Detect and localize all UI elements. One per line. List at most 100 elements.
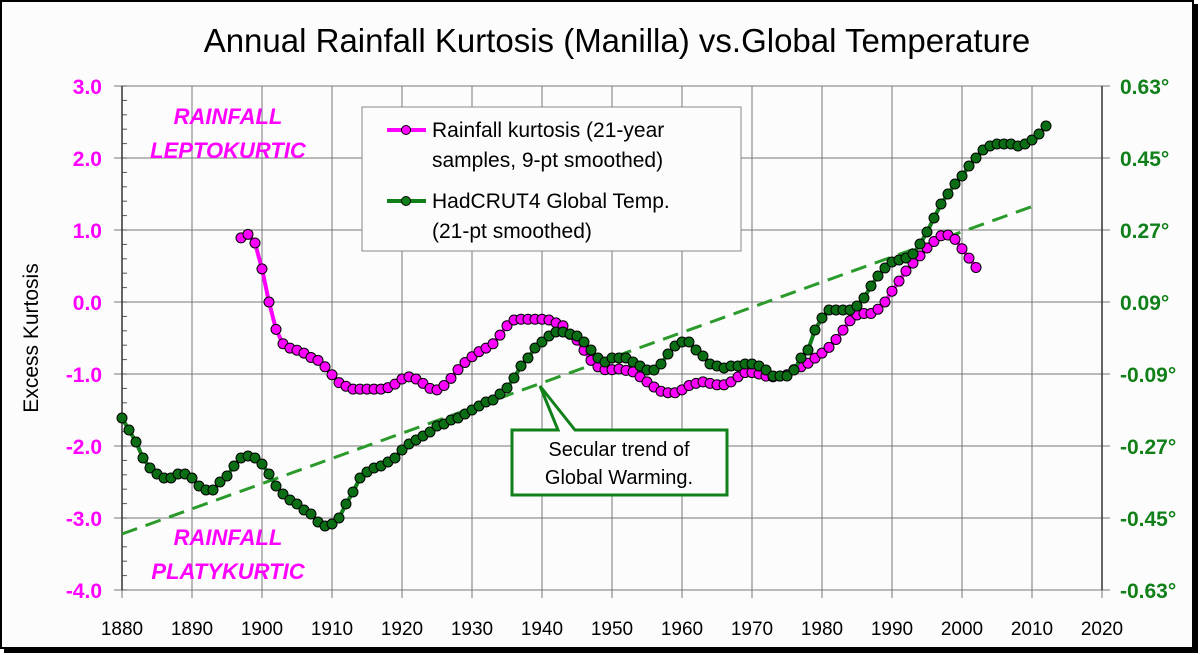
temperature-point xyxy=(683,336,695,348)
temperature-point xyxy=(963,160,975,172)
temperature-point xyxy=(970,152,982,164)
kurtosis-point xyxy=(312,354,324,366)
kurtosis-point xyxy=(886,285,898,297)
temperature-point xyxy=(529,342,541,354)
temperature-point xyxy=(809,324,821,336)
kurtosis-point xyxy=(270,323,282,335)
temperature-point xyxy=(907,248,919,260)
y-tick-label: 3.0 xyxy=(73,76,102,99)
y-tick-label: -4.0 xyxy=(66,580,102,603)
temperature-point xyxy=(781,370,793,382)
temperature-point xyxy=(851,300,863,312)
legend-temp-marker xyxy=(401,196,411,206)
temperature-point xyxy=(333,512,345,524)
temperature-point xyxy=(879,262,891,274)
temperature-point xyxy=(585,344,597,356)
x-tick-label: 1900 xyxy=(241,619,283,640)
temperature-point xyxy=(788,364,800,376)
temperature-point xyxy=(214,476,226,488)
y-tick-label: 0.0 xyxy=(73,292,102,315)
y2-tick-label: -0.63° xyxy=(1120,580,1176,603)
temperature-point xyxy=(116,412,128,424)
temperature-point xyxy=(221,470,233,482)
y-tick-label: -2.0 xyxy=(66,436,102,459)
trend-line xyxy=(121,202,1040,536)
x-tick-label: 1980 xyxy=(801,619,843,640)
kurtosis-point xyxy=(823,341,835,353)
x-tick-label: 2020 xyxy=(1081,619,1123,640)
temperature-point xyxy=(256,458,268,470)
temperature-point xyxy=(935,198,947,210)
temperature-point xyxy=(207,484,219,496)
legend-temp-label-2: (21-pt smoothed) xyxy=(432,220,592,243)
temperature-point xyxy=(340,498,352,510)
temperature-point xyxy=(1033,128,1045,140)
temperature-point xyxy=(648,364,660,376)
kurtosis-point xyxy=(326,369,338,381)
callout-box xyxy=(510,385,729,497)
x-tick-label: 1890 xyxy=(171,619,213,640)
kurtosis-point xyxy=(501,320,513,332)
temperature-point xyxy=(571,330,583,342)
y2-tick-label: 0.63° xyxy=(1120,76,1169,99)
x-tick-label: 1880 xyxy=(101,619,143,640)
temperature-point xyxy=(347,486,359,498)
y-tick-label: -1.0 xyxy=(66,364,102,387)
x-tick-label: 1940 xyxy=(521,619,563,640)
temperature-point xyxy=(816,312,828,324)
axes: 1880 1890 1900 1910 1920 1930 1940 1950 1960 1970… xyxy=(66,76,1176,640)
temperature-point xyxy=(508,372,520,384)
kurtosis-point xyxy=(438,380,450,392)
temperature-point xyxy=(326,518,338,530)
y-tick-label: 1.0 xyxy=(73,220,102,243)
y2-tick-label: 0.27° xyxy=(1120,220,1169,243)
trend-dashed-line xyxy=(121,202,1040,536)
callout-text-2: Global Warming. xyxy=(545,467,693,489)
temperature-point xyxy=(144,462,156,474)
temperature-point xyxy=(305,508,317,520)
y2-tick-label: 0.09° xyxy=(1120,292,1169,315)
kurtosis-point xyxy=(256,263,268,275)
legend: Rainfall kurtosis (21-year samples, 9-pt… xyxy=(361,106,742,252)
kurtosis-point xyxy=(249,237,261,249)
x-tick-label: 2000 xyxy=(941,619,983,640)
kurtosis-point xyxy=(900,265,912,277)
temperature-point xyxy=(578,336,590,348)
kurtosis-point xyxy=(445,372,457,384)
temperature-point xyxy=(494,388,506,400)
legend-temp-label-1: HadCRUT4 Global Temp. xyxy=(432,190,670,213)
x-tick-label: 1910 xyxy=(311,619,353,640)
x-tick-label: 2010 xyxy=(1011,619,1053,640)
kurtosis-point xyxy=(830,333,842,345)
kurtosis-point xyxy=(928,236,940,248)
temperature-point xyxy=(263,468,275,480)
leptokurtic-label-2: LEPTOKURTIC xyxy=(150,138,307,163)
kurtosis-point xyxy=(844,315,856,327)
temperature-point xyxy=(872,270,884,282)
temperature-point xyxy=(956,170,968,182)
temperature-point xyxy=(249,452,261,464)
leptokurtic-label-1: RAINFALL xyxy=(174,104,283,129)
kurtosis-point xyxy=(872,303,884,315)
temperature-point xyxy=(123,424,135,436)
y2-tick-label: -0.09° xyxy=(1120,364,1176,387)
y-tick-label: -3.0 xyxy=(66,508,102,531)
x-tick-label: 1930 xyxy=(451,619,493,640)
legend-kurtosis-label-2: samples, 9-pt smoothed) xyxy=(432,149,663,172)
temperature-point xyxy=(424,426,436,438)
kurtosis-point xyxy=(263,296,275,308)
temperature-point xyxy=(802,344,814,356)
temperature-point xyxy=(186,472,198,484)
temperature-point xyxy=(1040,120,1052,132)
temperature-point xyxy=(655,358,667,370)
temperature-point xyxy=(662,348,674,360)
temperature-point xyxy=(942,188,954,200)
temperature-point xyxy=(515,360,527,372)
kurtosis-point xyxy=(893,275,905,287)
x-tick-label: 1920 xyxy=(381,619,423,640)
temperature-point xyxy=(487,394,499,406)
temperature-point xyxy=(270,480,282,492)
platykurtic-label-1: RAINFALL xyxy=(174,525,283,550)
trend-callout: Secular trend of Global Warming. xyxy=(510,385,729,497)
series-kurtosis xyxy=(235,228,982,399)
